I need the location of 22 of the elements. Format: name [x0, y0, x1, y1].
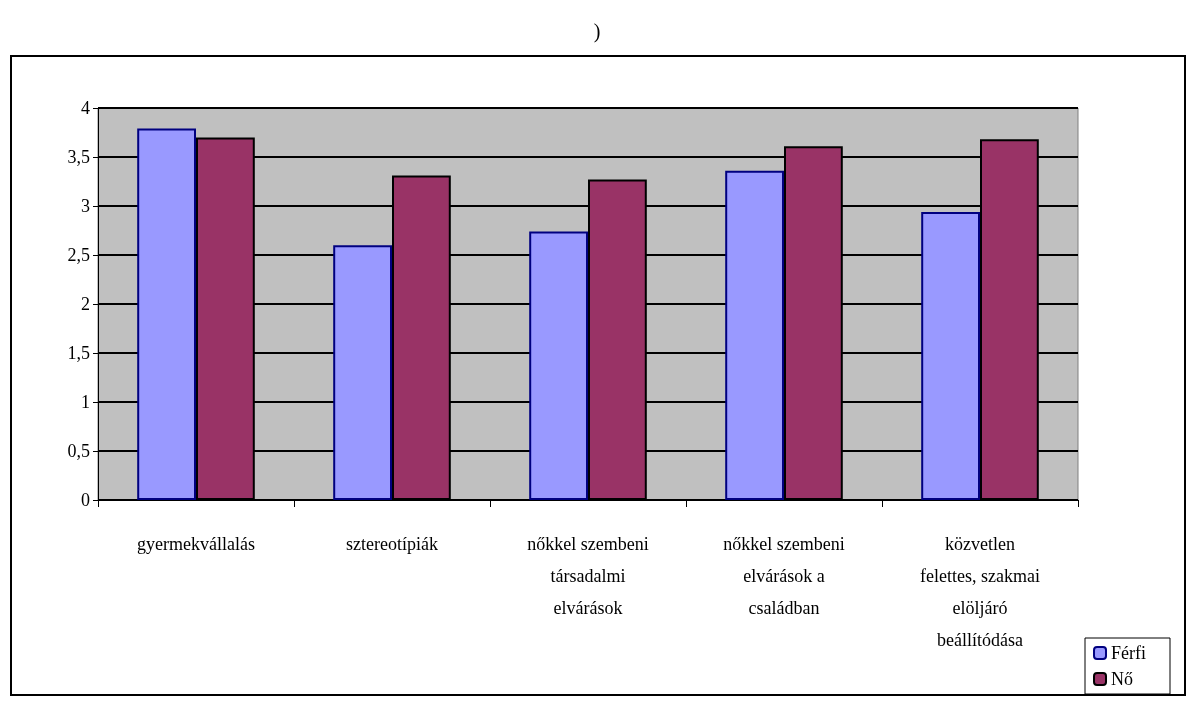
chart-title: ): [593, 20, 601, 43]
x-tick-label: sztereotípiák: [346, 534, 438, 554]
y-tick-label: 0,5: [67, 441, 90, 461]
x-tick-label: gyermekvállalás: [137, 534, 255, 554]
legend-label: Férfi: [1111, 643, 1147, 663]
y-tick-label: 1: [81, 392, 90, 412]
x-tick-label: nőkkel szembeni társadalmi elvárások: [527, 534, 649, 618]
y-tick-label: 4: [81, 98, 90, 118]
y-tick-label: 3,5: [67, 147, 90, 167]
x-tick-label: közvetlen felettes, szakmai elöljáró beállítódása: [920, 534, 1040, 650]
y-tick-label: 0: [81, 490, 90, 510]
y-tick-label: 2,5: [67, 245, 90, 265]
bar: [921, 211, 980, 500]
y-tick-label: 3: [81, 196, 90, 216]
x-tick-label: nőkkel szembeni elvárások a családban: [723, 534, 845, 618]
y-tick-label: 2: [81, 294, 90, 314]
bar: [333, 245, 392, 500]
bar: [529, 231, 588, 500]
legend-label: Nő: [1111, 669, 1134, 689]
bar: [725, 170, 784, 500]
bar: [137, 128, 196, 500]
y-tick-label: 1,5: [67, 343, 90, 363]
